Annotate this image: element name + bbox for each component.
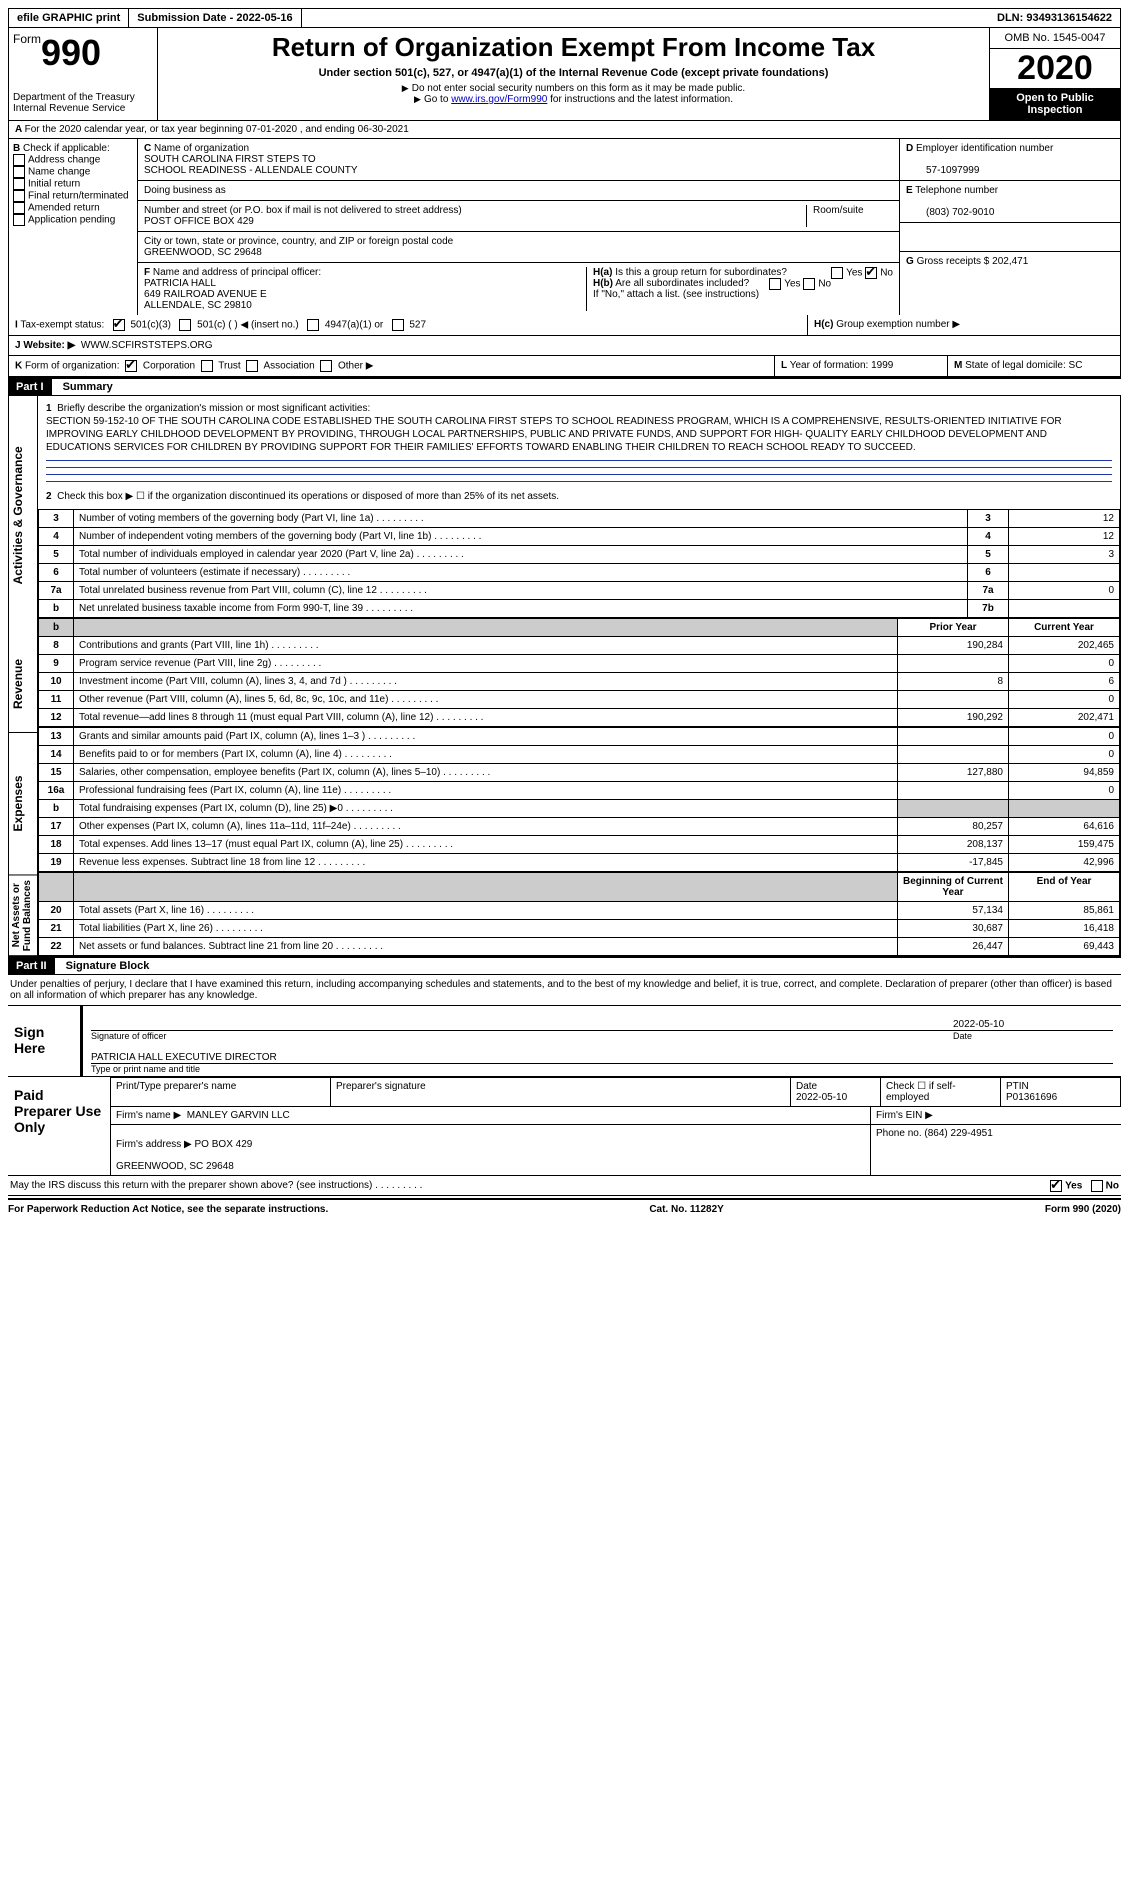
- ptin: P01361696: [1006, 1092, 1057, 1103]
- dept-treasury: Department of the Treasury Internal Reve…: [13, 92, 153, 114]
- firm-name: MANLEY GARVIN LLC: [187, 1110, 290, 1121]
- row-j: J Website: ▶ WWW.SCFIRSTSTEPS.ORG: [8, 336, 1121, 356]
- dln: DLN: 93493136154622: [989, 9, 1120, 27]
- name-change-checkbox[interactable]: [13, 166, 25, 178]
- officer-name-title: PATRICIA HALL EXECUTIVE DIRECTOR: [91, 1052, 277, 1063]
- submission-date: Submission Date - 2022-05-16: [129, 9, 301, 27]
- firm-phone: (864) 229-4951: [924, 1128, 992, 1139]
- activities-table: 3Number of voting members of the governi…: [38, 509, 1120, 618]
- expenses-table: 13Grants and similar amounts paid (Part …: [38, 727, 1120, 872]
- netassets-table: Beginning of Current YearEnd of Year20To…: [38, 872, 1120, 956]
- vlabel-revenue: Revenue: [9, 635, 37, 733]
- org-name: SOUTH CAROLINA FIRST STEPS TO SCHOOL REA…: [144, 154, 358, 176]
- top-bar: efile GRAPHIC print Submission Date - 20…: [8, 8, 1121, 28]
- part1-header: Part I Summary: [8, 378, 1121, 396]
- open-inspection: Open to Public Inspection: [990, 88, 1120, 120]
- app-pending-checkbox[interactable]: [13, 214, 25, 226]
- row-i: I Tax-exempt status: 501(c)(3) 501(c) ( …: [8, 315, 1121, 336]
- domicile-state: SC: [1069, 360, 1083, 371]
- form-header: Form990 Department of the Treasury Inter…: [8, 28, 1121, 121]
- year-formation: 1999: [871, 360, 893, 371]
- mission-text: SECTION 59-152-10 OF THE SOUTH CAROLINA …: [46, 416, 1062, 453]
- addr-change-checkbox[interactable]: [13, 154, 25, 166]
- mission-block: 1 Briefly describe the organization's mi…: [38, 396, 1120, 509]
- efile-label: efile GRAPHIC print: [9, 9, 129, 27]
- form-identifier: Form990 Department of the Treasury Inter…: [9, 28, 158, 120]
- col-c-org-info: C Name of organization SOUTH CAROLINA FI…: [138, 139, 899, 315]
- 501c3-checkbox[interactable]: [113, 319, 125, 331]
- page-footer: For Paperwork Reduction Act Notice, see …: [8, 1198, 1121, 1215]
- form-title-block: Return of Organization Exempt From Incom…: [158, 28, 989, 120]
- entity-block: B Check if applicable: Address change Na…: [8, 139, 1121, 315]
- form-title: Return of Organization Exempt From Incom…: [168, 32, 979, 63]
- prep-date: 2022-05-10: [796, 1092, 847, 1103]
- row-klm: K Form of organization: Corporation Trus…: [8, 356, 1121, 378]
- dba: Doing business as: [138, 181, 899, 201]
- corp-checkbox[interactable]: [125, 360, 137, 372]
- initial-return-checkbox[interactable]: [13, 178, 25, 190]
- form-year-block: OMB No. 1545-0047 2020 Open to Public In…: [989, 28, 1120, 120]
- amended-return-checkbox[interactable]: [13, 202, 25, 214]
- ha-no-checkbox[interactable]: [865, 267, 877, 279]
- row-a-tax-year: A For the 2020 calendar year, or tax yea…: [8, 121, 1121, 139]
- col-b-checkboxes: B Check if applicable: Address change Na…: [9, 139, 138, 315]
- sign-here-block: Sign Here 2022-05-10 Signature of office…: [8, 1005, 1121, 1076]
- revenue-table: bPrior YearCurrent Year8Contributions an…: [38, 618, 1120, 727]
- col-deg: D Employer identification number 57-1097…: [899, 139, 1120, 315]
- vlabel-expenses: Expenses: [9, 733, 37, 875]
- website: WWW.SCFIRSTSTEPS.ORG: [81, 340, 213, 351]
- city-state-zip: GREENWOOD, SC 29648: [144, 247, 262, 258]
- principal-officer: PATRICIA HALL 649 RAILROAD AVENUE E ALLE…: [144, 278, 267, 311]
- part2-header: Part II Signature Block: [8, 957, 1121, 975]
- part1-body: Activities & Governance Revenue Expenses…: [8, 396, 1121, 957]
- perjury-declaration: Under penalties of perjury, I declare th…: [8, 975, 1121, 1005]
- discuss-no-checkbox[interactable]: [1091, 1180, 1103, 1192]
- paid-preparer-block: Paid Preparer Use Only Print/Type prepar…: [8, 1076, 1121, 1176]
- discuss-row: May the IRS discuss this return with the…: [8, 1176, 1121, 1196]
- street-address: POST OFFICE BOX 429: [144, 216, 254, 227]
- section-h: H(a) Is this a group return for subordin…: [586, 267, 893, 311]
- phone: (803) 702-9010: [906, 207, 994, 218]
- discuss-yes-checkbox[interactable]: [1050, 1180, 1062, 1192]
- tax-year: 2020: [990, 49, 1120, 88]
- sig-date: 2022-05-10: [953, 1019, 1113, 1030]
- ein: 57-1097999: [906, 165, 979, 176]
- gross-receipts: 202,471: [992, 256, 1028, 267]
- final-return-checkbox[interactable]: [13, 190, 25, 202]
- irs-link[interactable]: www.irs.gov/Form990: [451, 94, 547, 105]
- vlabel-activities: Activities & Governance: [9, 396, 37, 635]
- vlabel-netassets: Net Assets or Fund Balances: [9, 876, 37, 956]
- omb-number: OMB No. 1545-0047: [990, 28, 1120, 49]
